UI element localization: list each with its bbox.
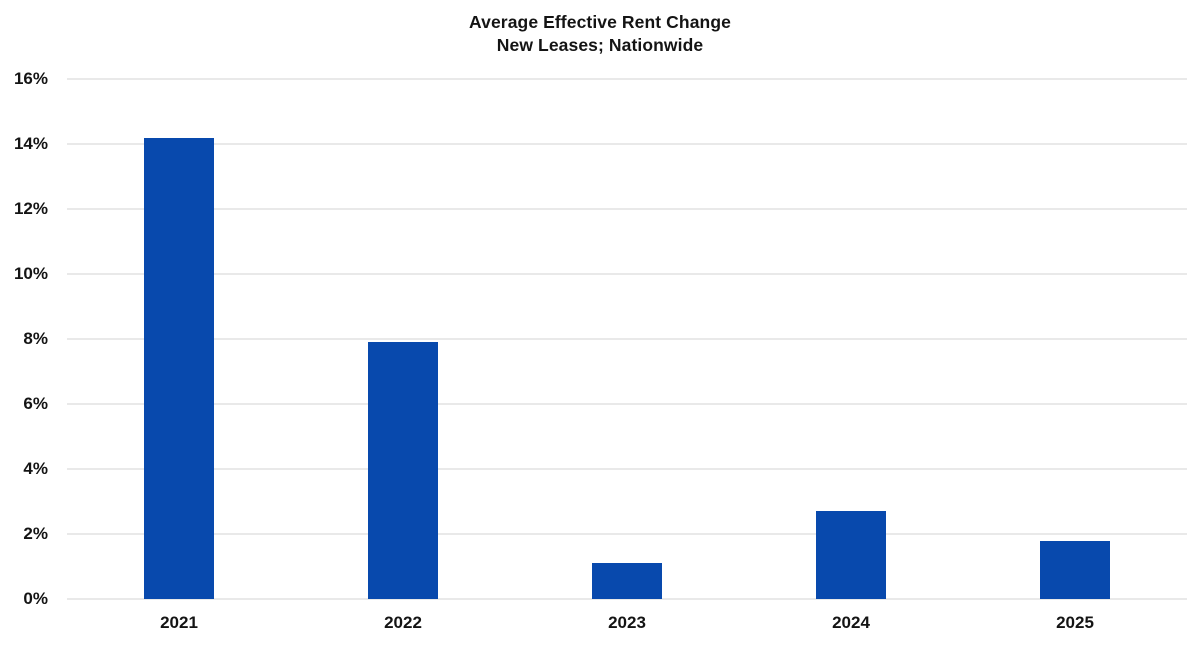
x-tick-label-2025: 2025 <box>1056 613 1094 632</box>
chart-title: Average Effective Rent Change New Leases… <box>0 11 1200 57</box>
y-tick-label-8%: 8% <box>23 329 48 348</box>
y-tick-label-14%: 14% <box>13 134 48 153</box>
y-tick-label-10%: 10% <box>13 264 48 283</box>
y-tick-label-2%: 2% <box>23 524 48 543</box>
gridline-6% <box>67 403 1187 405</box>
gridline-2% <box>67 533 1187 535</box>
bar-2022 <box>368 342 438 599</box>
y-tick-label-16%: 16% <box>13 69 48 88</box>
bar-2023 <box>592 563 662 599</box>
gridline-8% <box>67 338 1187 340</box>
x-tick-label-2021: 2021 <box>160 613 198 632</box>
chart-title-line1: Average Effective Rent Change <box>469 12 731 32</box>
x-tick-label-2024: 2024 <box>832 613 870 632</box>
gridline-4% <box>67 468 1187 470</box>
x-axis: 2021 2022 2023 2024 2025 <box>67 613 1187 639</box>
plot-area <box>67 78 1187 600</box>
bar-2021 <box>144 137 214 599</box>
gridline-14% <box>67 143 1187 145</box>
bar-2025 <box>1040 540 1110 599</box>
chart-title-line2: New Leases; Nationwide <box>496 35 704 55</box>
gridline-10% <box>67 273 1187 275</box>
y-tick-label-4%: 4% <box>23 459 48 478</box>
gridline-0% <box>67 598 1187 600</box>
bar-2024 <box>816 511 886 599</box>
y-tick-label-0%: 0% <box>23 589 48 608</box>
y-tick-label-6%: 6% <box>23 394 48 413</box>
gridline-12% <box>67 208 1187 210</box>
x-tick-label-2023: 2023 <box>608 613 646 632</box>
x-tick-label-2022: 2022 <box>384 613 422 632</box>
y-axis: 0% 2% 4% 6% 8% 10% 12% 14% 16% <box>0 69 50 608</box>
y-tick-label-12%: 12% <box>13 199 48 218</box>
gridline-16% <box>67 78 1187 80</box>
